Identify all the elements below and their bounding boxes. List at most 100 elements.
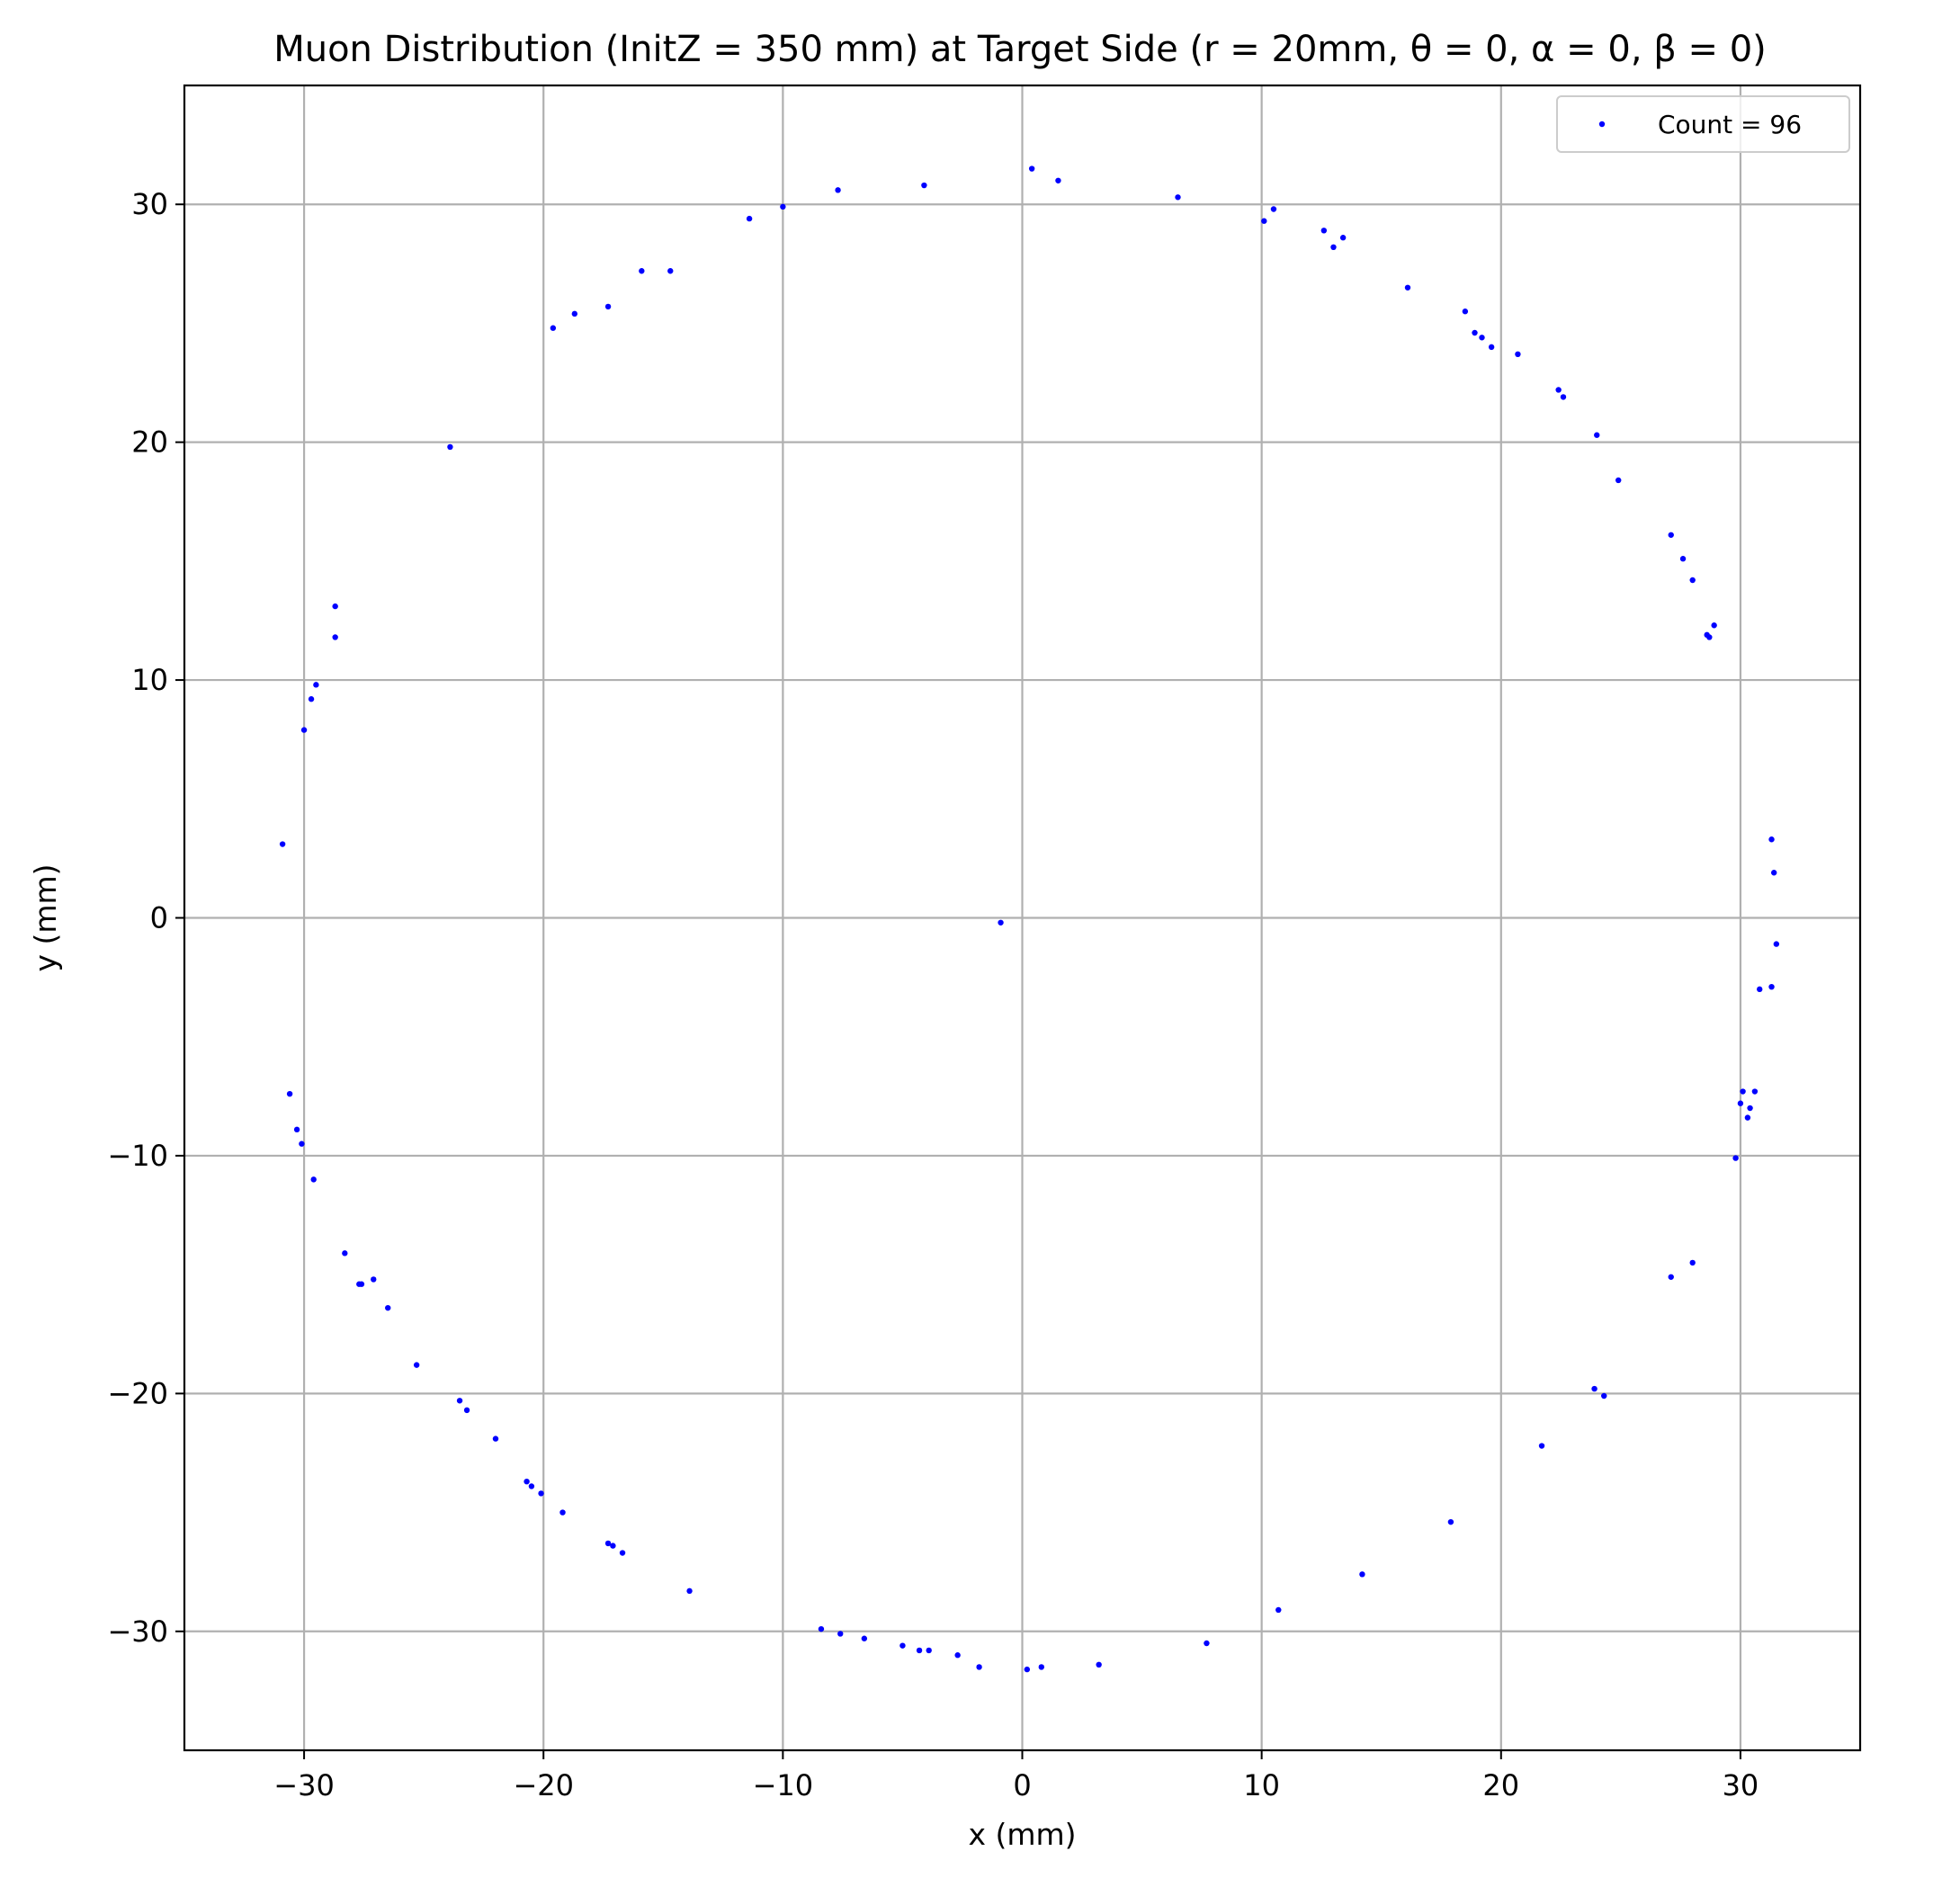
- data-point: [1679, 556, 1687, 562]
- x-tick-label: −10: [753, 1768, 814, 1802]
- data-point: [1751, 1088, 1759, 1095]
- data-point: [1275, 1606, 1282, 1614]
- x-axis-label: x (mm): [968, 1817, 1076, 1852]
- data-point: [818, 1625, 825, 1632]
- data-point: [1538, 1443, 1545, 1449]
- x-tick-label: 10: [1243, 1768, 1280, 1802]
- data-point: [313, 682, 319, 688]
- legend-marker: [1598, 121, 1606, 128]
- data-point: [667, 268, 674, 274]
- data-point: [604, 1540, 612, 1547]
- data-point: [610, 1543, 616, 1549]
- data-point: [1740, 1088, 1746, 1095]
- legend: Count = 96: [1556, 95, 1850, 153]
- data-point: [1560, 394, 1567, 400]
- data-point: [1711, 622, 1717, 629]
- data-point: [413, 1362, 420, 1368]
- data-point: [861, 1635, 868, 1641]
- data-point: [1339, 235, 1347, 241]
- data-point: [1747, 1104, 1753, 1112]
- data-point: [1462, 309, 1469, 315]
- grid-lines: [184, 85, 1860, 1750]
- data-point: [1096, 1661, 1102, 1668]
- data-point: [492, 1435, 499, 1442]
- data-point: [300, 727, 308, 733]
- data-point: [299, 1140, 305, 1147]
- data-point: [998, 919, 1004, 926]
- data-point: [1744, 1114, 1751, 1121]
- data-point: [1038, 1664, 1044, 1670]
- data-point: [332, 634, 338, 640]
- data-point: [524, 1478, 530, 1485]
- data-point: [1668, 1274, 1674, 1280]
- data-point: [916, 1647, 923, 1654]
- data-point: [571, 310, 578, 317]
- x-tick-label: 30: [1723, 1768, 1759, 1802]
- data-point: [1689, 577, 1696, 584]
- data-point: [835, 187, 841, 193]
- y-tick-label: −20: [107, 1376, 168, 1410]
- y-tick-label: 0: [150, 901, 168, 935]
- data-point: [1447, 1518, 1454, 1525]
- data-point: [1175, 194, 1181, 201]
- data-point: [1768, 983, 1775, 990]
- y-axis-label: y (mm): [28, 863, 63, 971]
- data-point: [1204, 1640, 1210, 1647]
- data-point: [1768, 836, 1775, 843]
- data-point: [1773, 941, 1780, 947]
- data-point: [1601, 1392, 1607, 1400]
- data-point: [1668, 532, 1674, 538]
- x-tick-label: 20: [1482, 1768, 1519, 1802]
- data-point: [456, 1398, 463, 1404]
- data-point: [604, 303, 612, 310]
- data-point: [342, 1250, 348, 1257]
- y-tick-label: 20: [131, 425, 168, 460]
- data-point: [837, 1631, 844, 1637]
- data-point: [356, 1281, 362, 1287]
- data-point: [447, 443, 453, 451]
- data-point: [279, 841, 286, 847]
- data-point: [559, 1509, 566, 1516]
- data-point: [1689, 1259, 1696, 1266]
- y-tick-label: 30: [131, 187, 168, 221]
- y-tick-label: −10: [107, 1139, 168, 1173]
- data-point: [538, 1490, 544, 1497]
- data-point: [550, 325, 557, 331]
- data-point: [619, 1550, 626, 1556]
- data-point: [1270, 206, 1277, 212]
- y-tick-label: 10: [131, 663, 168, 697]
- y-tick-label: −30: [107, 1614, 168, 1649]
- data-point: [332, 603, 338, 610]
- data-point: [1488, 344, 1495, 351]
- data-point: [310, 1176, 317, 1183]
- data-point: [1615, 477, 1622, 484]
- data-point: [926, 1647, 932, 1654]
- chart-title: Muon Distribution (InitZ = 350 mm) at Ta…: [273, 29, 1767, 70]
- data-point: [639, 268, 645, 274]
- data-point: [1261, 218, 1267, 224]
- data-point: [463, 1407, 470, 1414]
- data-point: [780, 203, 786, 210]
- data-point: [371, 1276, 377, 1283]
- legend-box: [1556, 95, 1850, 153]
- data-point: [746, 215, 753, 222]
- data-point: [921, 182, 927, 189]
- data-point: [1055, 177, 1061, 183]
- data-point: [1555, 387, 1562, 393]
- data-point: [286, 1090, 293, 1097]
- data-point: [293, 1126, 300, 1133]
- data-point: [1515, 351, 1521, 358]
- data-point: [1472, 329, 1478, 336]
- data-point: [528, 1483, 535, 1489]
- data-point: [1591, 1385, 1598, 1392]
- data-point: [954, 1652, 961, 1659]
- data-point: [1028, 165, 1035, 172]
- data-point: [1770, 870, 1777, 876]
- legend-label: Count = 96: [1658, 110, 1802, 139]
- data-point: [1024, 1666, 1031, 1673]
- data-point: [899, 1642, 906, 1649]
- data-point: [1706, 634, 1713, 640]
- data-point: [1330, 244, 1337, 251]
- data-point: [1732, 1155, 1739, 1161]
